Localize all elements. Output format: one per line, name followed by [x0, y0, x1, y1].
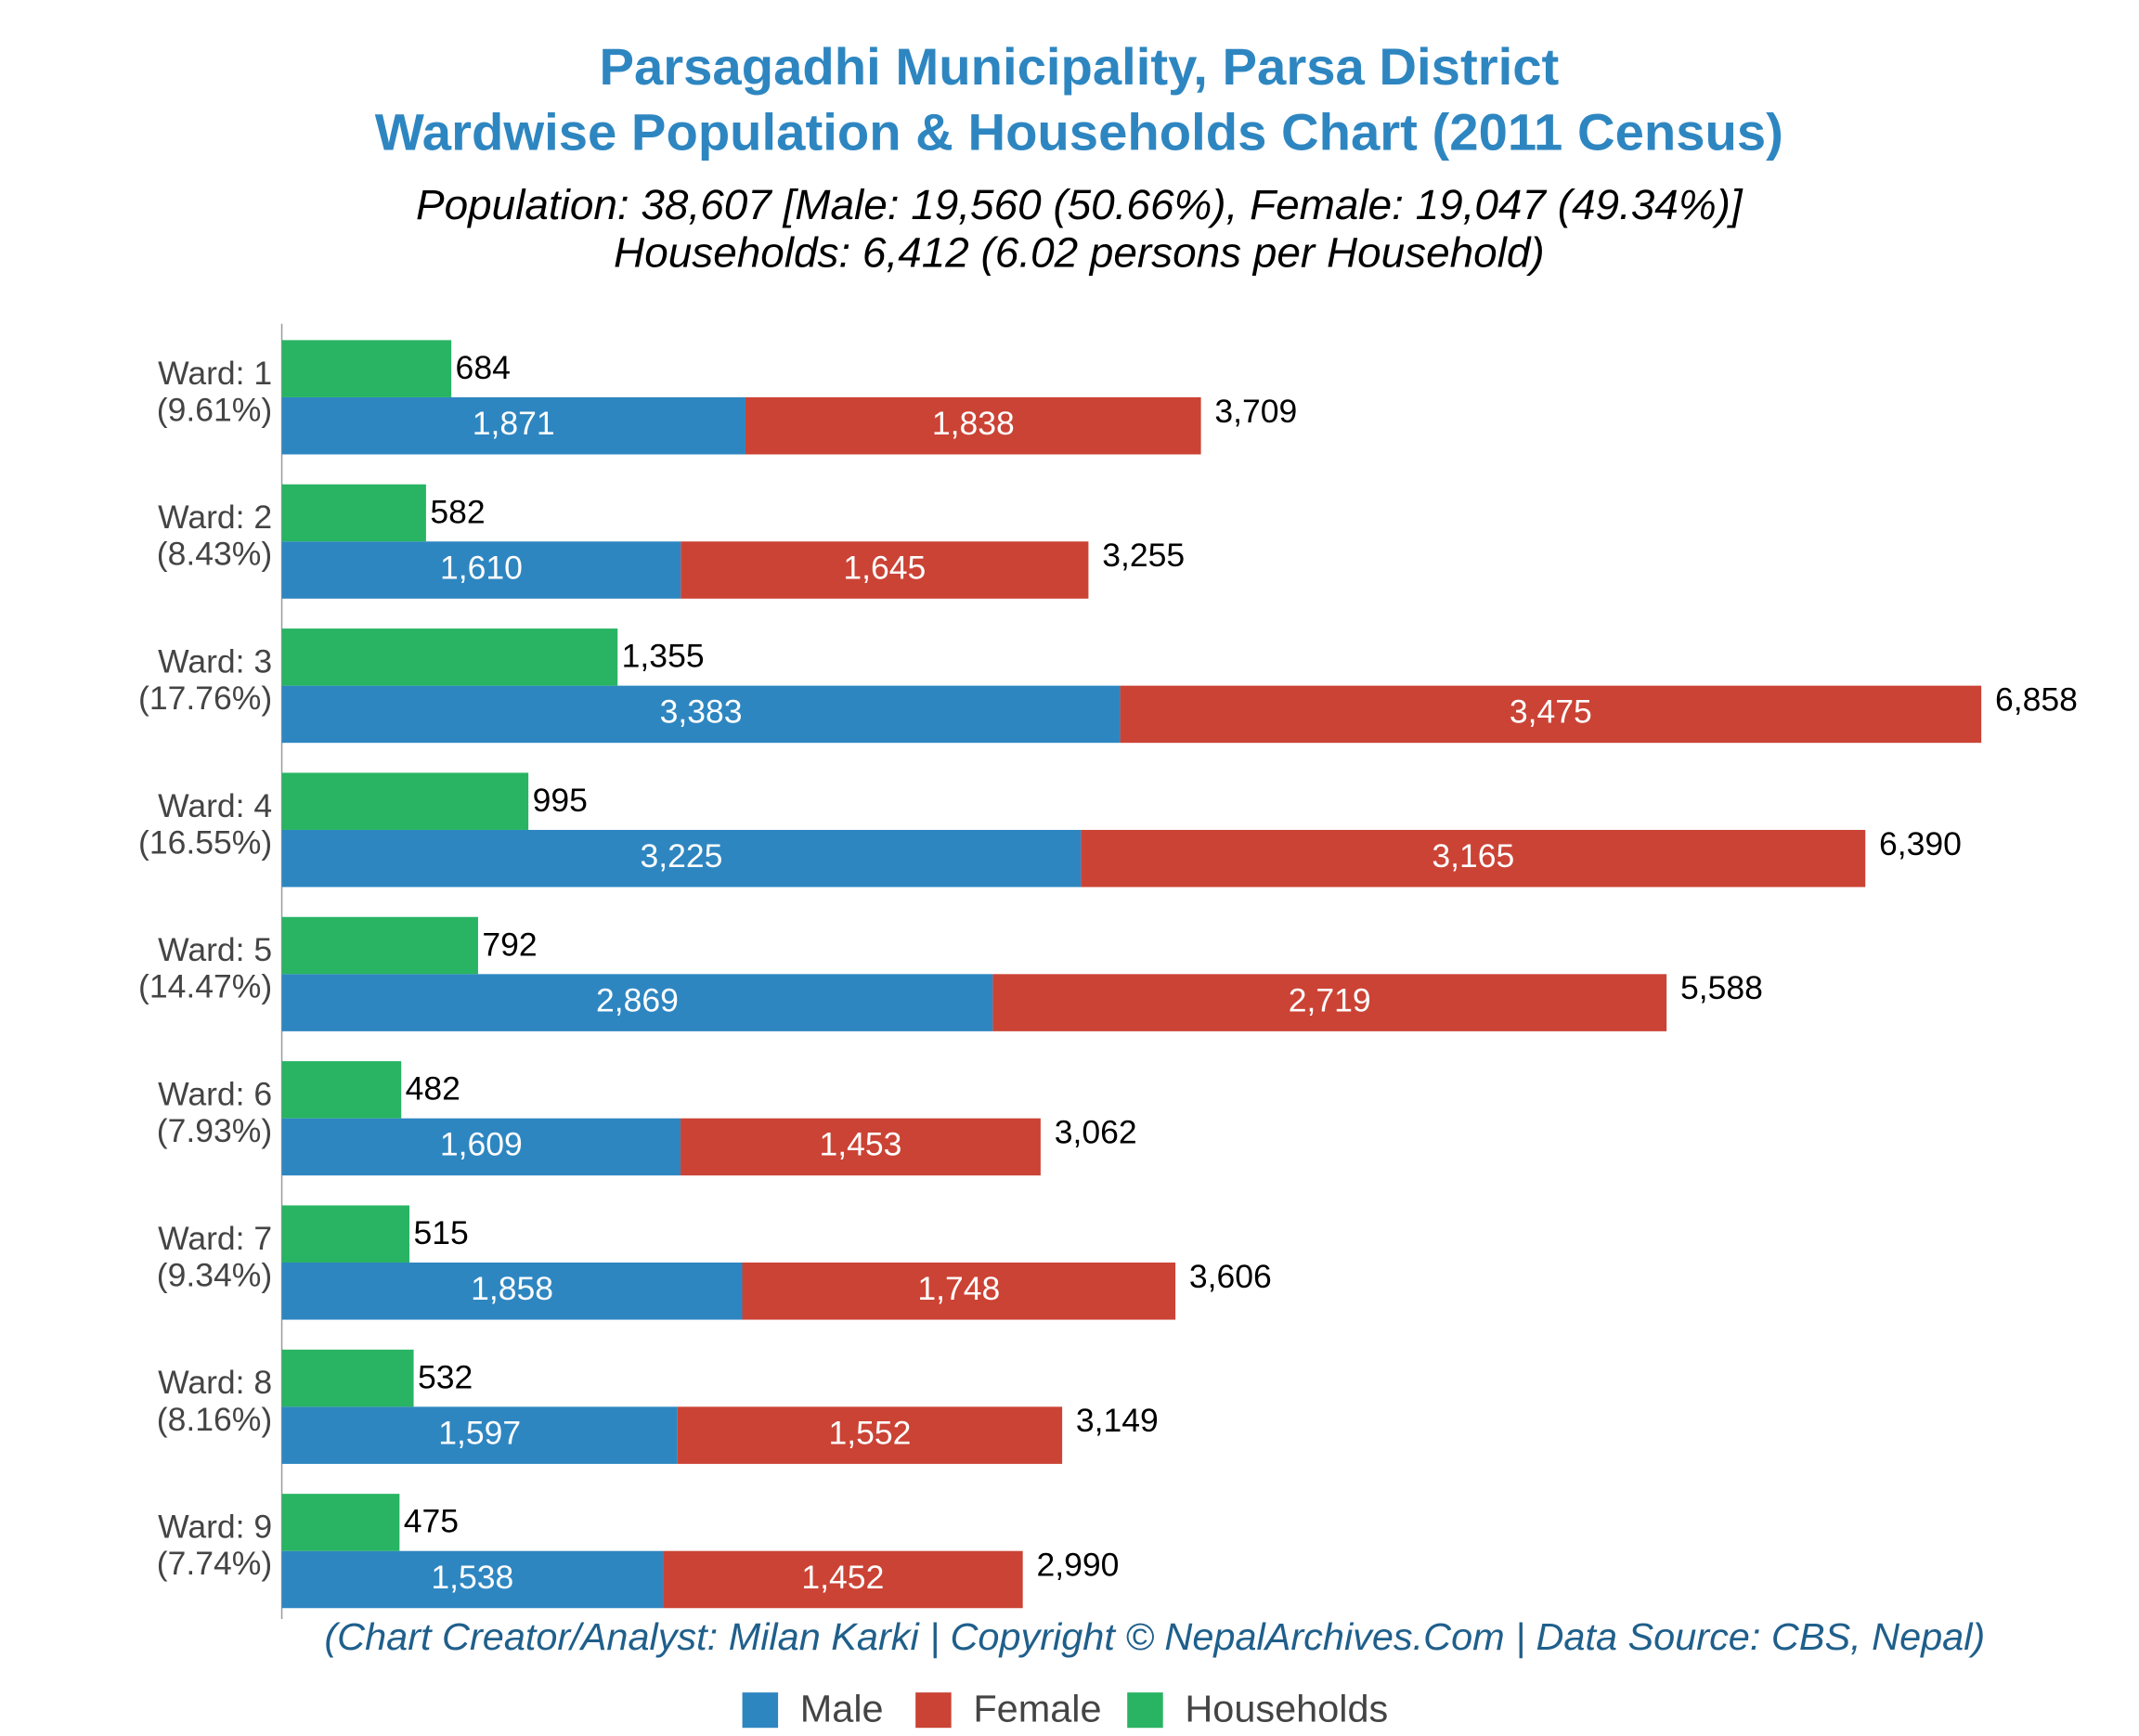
y-tick-label: (9.34%): [157, 1258, 272, 1294]
value-label: 1,609: [440, 1127, 523, 1163]
bar: [281, 1263, 743, 1320]
bar: [742, 1263, 1176, 1320]
bar: [281, 1061, 402, 1119]
bar: [281, 628, 618, 686]
value-label: 1,871: [473, 406, 555, 442]
bar: [281, 541, 681, 599]
value-label: 1,838: [932, 406, 1015, 442]
total-label: 3,255: [1102, 538, 1185, 574]
bar: [1120, 685, 1982, 744]
y-tick-label: (8.16%): [157, 1402, 272, 1438]
value-label: 1,748: [917, 1271, 1000, 1307]
bar: [281, 1349, 414, 1407]
y-tick-label: Ward: 2: [158, 499, 272, 536]
chart-subtitle: Population: 38,607 [Male: 19,560 (50.66%…: [416, 181, 1744, 228]
bar: [281, 484, 426, 542]
y-tick-label: (7.93%): [157, 1113, 272, 1149]
value-label: 3,383: [660, 694, 743, 731]
value-label: 1,453: [820, 1127, 902, 1163]
y-tick-label: Ward: 4: [158, 788, 272, 824]
total-label: 6,858: [1995, 682, 2078, 719]
value-label: 2,719: [1289, 983, 1371, 1019]
value-label: 792: [482, 926, 537, 963]
value-label: 1,452: [801, 1560, 884, 1596]
value-label: 1,552: [829, 1416, 912, 1452]
y-tick-label: (8.43%): [157, 537, 272, 573]
legend-swatch: [915, 1692, 952, 1729]
value-label: 2,869: [596, 983, 679, 1019]
y-tick-label: (14.47%): [138, 969, 272, 1005]
total-label: 3,709: [1214, 394, 1297, 430]
chart-title: Wardwise Population & Households Chart (…: [375, 103, 1783, 162]
value-label: 1,597: [438, 1416, 521, 1452]
legend-swatch: [742, 1692, 779, 1729]
total-label: 5,588: [1680, 970, 1763, 1006]
value-label: 3,475: [1510, 694, 1592, 731]
chart-subtitle: Households: 6,412 (6.02 persons per Hous…: [614, 229, 1545, 277]
total-label: 2,990: [1036, 1548, 1119, 1584]
bar: [281, 1494, 400, 1551]
bar: [281, 396, 745, 455]
value-label: 3,225: [641, 838, 723, 874]
y-tick-label: Ward: 6: [158, 1077, 272, 1113]
bar: [663, 1550, 1023, 1609]
bar: [677, 1406, 1063, 1464]
total-label: 3,149: [1076, 1403, 1159, 1439]
total-label: 3,606: [1189, 1259, 1272, 1295]
bar: [281, 1550, 664, 1609]
bar: [281, 772, 529, 830]
bar: [281, 916, 478, 975]
legend-label: Female: [973, 1688, 1101, 1730]
bar: [681, 541, 1089, 599]
credit: (Chart Creator/Analyst: Milan Karki | Co…: [324, 1615, 1985, 1658]
bar: [681, 1118, 1041, 1176]
bar: [281, 974, 993, 1031]
bar: [281, 1205, 410, 1263]
bar: [745, 396, 1201, 455]
y-tick-label: Ward: 1: [158, 356, 272, 392]
bar: [281, 1118, 681, 1176]
y-tick-label: (17.76%): [138, 680, 272, 717]
value-label: 1,538: [431, 1560, 513, 1596]
value-label: 3,165: [1432, 838, 1514, 874]
bar: [281, 1406, 678, 1464]
bar: [281, 829, 1082, 887]
total-label: 6,390: [1879, 826, 1962, 862]
chart-title: Parsagadhi Municipality, Parsa District: [599, 37, 1559, 96]
value-label: 582: [430, 494, 485, 530]
bar: [1081, 829, 1866, 887]
y-tick-label: (9.61%): [157, 393, 272, 429]
legend-label: Households: [1185, 1688, 1388, 1730]
legend-swatch: [1127, 1692, 1163, 1729]
value-label: 995: [533, 783, 588, 819]
value-label: 482: [406, 1071, 460, 1108]
value-label: 684: [456, 350, 511, 386]
value-label: 1,645: [843, 551, 926, 587]
y-tick-label: Ward: 7: [158, 1221, 272, 1257]
y-tick-label: (7.74%): [157, 1546, 272, 1582]
y-tick-label: Ward: 3: [158, 644, 272, 680]
value-label: 1,355: [622, 639, 705, 675]
y-tick-label: Ward: 5: [158, 932, 272, 968]
y-tick-label: (16.55%): [138, 825, 272, 862]
bar: [281, 340, 452, 397]
value-label: 1,858: [471, 1271, 553, 1307]
bar: [992, 974, 1667, 1031]
value-label: 475: [404, 1504, 459, 1540]
value-label: 515: [413, 1215, 468, 1251]
bar: [281, 685, 1121, 744]
value-label: 532: [418, 1359, 473, 1395]
value-label: 1,610: [440, 551, 523, 587]
total-label: 3,062: [1055, 1115, 1137, 1151]
y-tick-label: Ward: 8: [158, 1365, 272, 1401]
legend-label: Male: [800, 1688, 884, 1730]
y-tick-label: Ward: 9: [158, 1509, 272, 1546]
